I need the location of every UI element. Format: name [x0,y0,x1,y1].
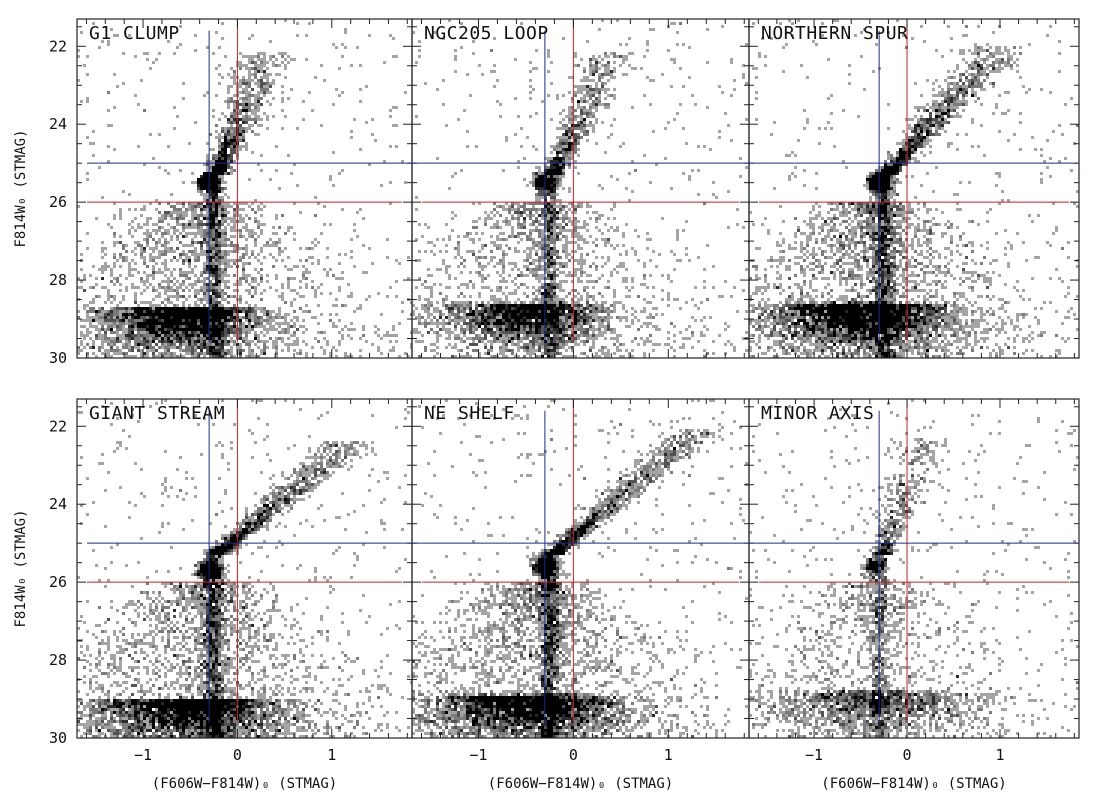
x-tick-label: −1 [134,746,152,764]
density-cells [77,444,347,738]
x-tick-label: 0 [903,746,912,764]
y-axis-label: F814W₀ (STMAG) [13,129,29,247]
density-cells [466,100,586,358]
density-cells [749,19,1079,358]
y-tick-label: 26 [49,573,67,591]
density-cells [749,25,1079,358]
panel-title: MINOR AXIS [761,403,874,424]
panel-title: NGC205 LOOP [424,23,549,44]
x-axis-label: (F606W−F814W)₀ (STMAG) [488,776,673,792]
density-cells [77,55,412,358]
density-cells [412,19,749,358]
panel-frame [748,18,1080,359]
cmd-points-panel-4 [77,399,412,738]
cmd-panel-2: NGC205 LOOP [411,18,750,359]
x-tick-label: 1 [327,746,336,764]
density-cells [418,22,748,358]
y-tick-label: 30 [49,729,67,747]
density-cells [77,399,412,738]
x-tick-label: 0 [569,746,578,764]
y-tick-label: 22 [49,37,67,55]
reference-lines-group [87,162,1079,544]
y-tick-label: 28 [49,651,67,669]
density-cells [791,64,980,358]
cmd-points-panel-2 [412,19,749,358]
density-cells [412,399,749,738]
density-cells [77,408,380,738]
x-axis-label: (F606W−F814W)₀ (STMAG) [821,776,1006,792]
panels-group: 22 24 26 28 30 G1 CLUMP F814W₀ (STMAG) NGC205 L… [13,18,1080,792]
x-tick-label: −1 [469,746,487,764]
cmd-panel-4: −1 0 1 22 24 26 28 30 GIANT STREAM F814W₀ (STMAG)… [13,398,413,792]
cmd-points-panel-6 [749,399,1079,738]
cmd-panel-5: −1 0 1 NE SHELF (F606W−F814W)₀ (STMAG) [411,398,750,792]
x-axis-label: (F606W−F814W)₀ (STMAG) [152,776,337,792]
panel-title: G1 CLUMP [89,23,180,44]
panel-title: NORTHERN SPUR [761,23,908,44]
y-tick-label: 30 [49,349,67,367]
cmd-panel-6: −1 0 1 MINOR AXIS (F606W−F814W)₀ (STMAG) [748,398,1080,792]
x-tick-label: 1 [664,746,673,764]
cmd-points-panel-3 [749,19,1079,358]
panel-title: NE SHELF [424,403,515,424]
cmd-points-panel-5 [412,399,749,738]
y-tick-label: 26 [49,193,67,211]
x-tick-label: −1 [805,746,823,764]
density-cells [749,399,1079,738]
y-tick-label: 22 [49,417,67,435]
cmd-points-panel-1 [77,19,412,358]
density-cells [412,432,703,738]
density-cells [77,19,412,358]
x-tick-label: 0 [233,746,242,764]
cmd-panel-1: 22 24 26 28 30 G1 CLUMP F814W₀ (STMAG) [13,18,413,367]
y-tick-label: 28 [49,271,67,289]
panel-frame [748,398,1080,739]
y-tick-label: 24 [49,495,67,513]
y-tick-label: 24 [49,115,67,133]
density-cells [92,103,257,355]
panel-title: GIANT STREAM [89,403,225,424]
y-axis-label: F814W₀ (STMAG) [13,509,29,627]
cmd-panel-3: NORTHERN SPUR [748,18,1080,359]
x-tick-label: 1 [995,746,1004,764]
